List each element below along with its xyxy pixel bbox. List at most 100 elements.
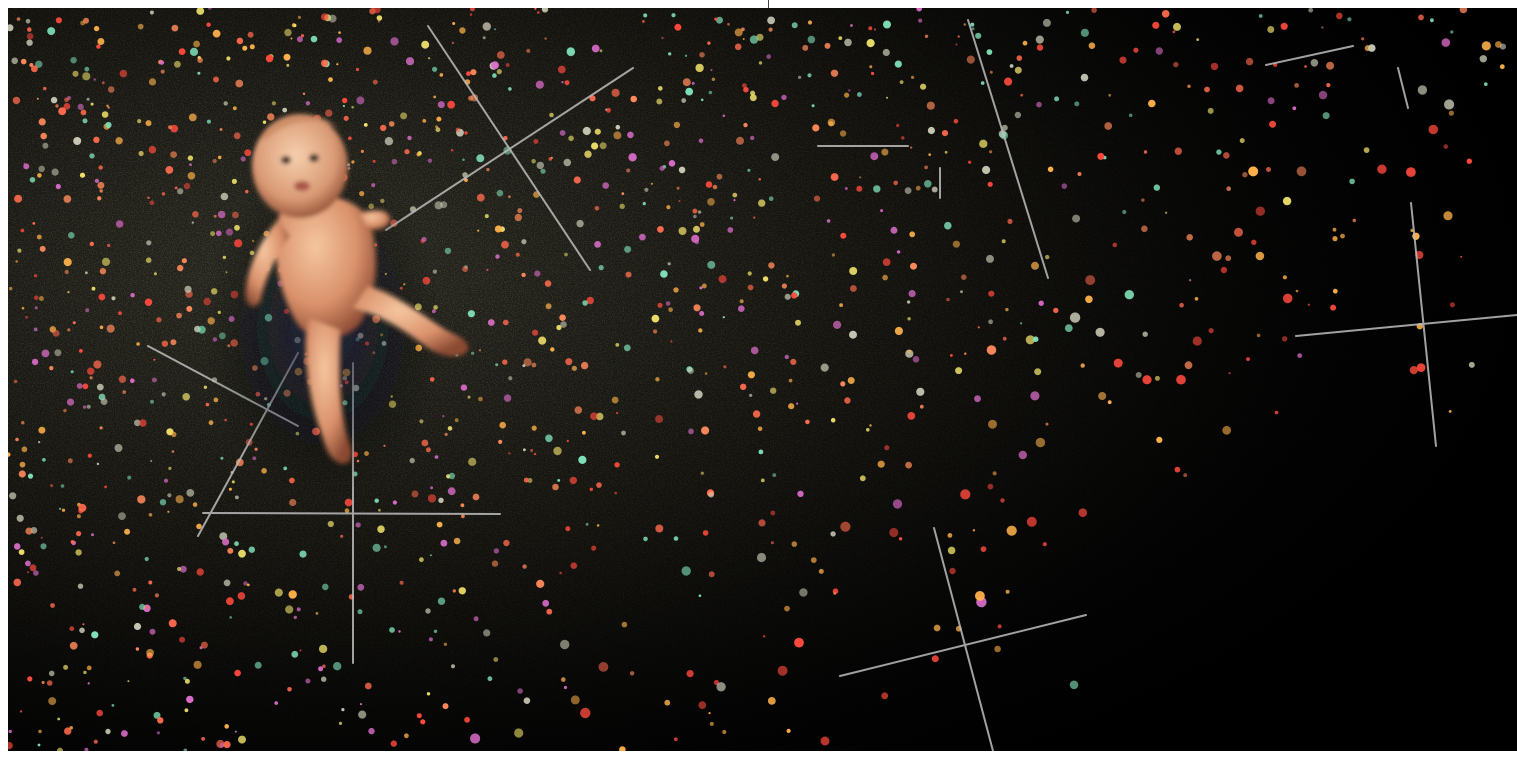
speckle [820,736,830,746]
speckle [1409,366,1418,375]
speckle [553,446,562,456]
speckle [433,95,437,99]
speckle [711,77,716,82]
speckle [86,665,92,671]
speckle [86,404,91,409]
speckle [674,23,682,31]
speckle [54,349,62,357]
speckle [699,222,705,227]
speckle [93,739,98,744]
speckle [1418,14,1424,21]
speckle [177,566,182,572]
speckle [245,189,249,194]
speckle [1239,138,1245,144]
speckle [8,452,11,457]
speckle [206,22,211,27]
speckle [1368,44,1376,52]
speckle [35,60,43,68]
speckle [357,583,365,591]
speckle [486,167,490,172]
speckle [167,493,172,498]
speckle [531,159,536,164]
speckle [226,56,231,61]
speckle [676,186,680,190]
speckle [469,13,473,16]
speckle [833,592,837,595]
speckle [1119,56,1127,64]
speckle [1173,61,1179,68]
speckle [1417,85,1428,95]
speckle [1460,255,1463,258]
speckle [31,65,38,73]
speckle [380,124,387,132]
speckle [1005,589,1010,594]
speckle [742,83,747,88]
speckle [122,390,126,394]
speckle [223,741,231,749]
speckle [534,8,537,10]
speckle [130,293,135,298]
speckle [1032,336,1039,343]
speckle [905,461,912,469]
speckle [666,205,671,210]
speckle [758,519,766,527]
speckle [707,198,715,206]
speckle [348,136,352,141]
speckle [894,60,902,68]
speckle [23,162,26,165]
speckle [87,367,95,375]
speckle [988,419,997,429]
speckle [857,92,862,97]
speckle [668,52,672,56]
speckle [1242,172,1248,178]
artwork-canvas [8,8,1517,751]
speckle [831,253,836,257]
speckle [48,670,55,677]
speckle [740,383,747,390]
speckle [223,101,228,106]
speckle [833,320,842,329]
speckle [197,71,201,75]
speckle [882,48,890,57]
speckle [1269,120,1277,128]
speckle [975,591,985,601]
speckle [530,449,534,452]
speckle [1204,86,1210,93]
speckle [153,272,157,276]
speckle [462,158,465,161]
speckle [650,182,654,185]
speckle [203,385,208,389]
speckle [82,72,91,81]
speckle [342,104,345,108]
speckle [1156,436,1163,443]
speckle [1267,97,1275,105]
speckle [1154,375,1160,381]
speckle [399,580,404,585]
speckle [357,609,363,615]
speckle [556,324,562,331]
speckle [37,173,42,178]
speckle [859,176,862,179]
speckle [13,578,22,587]
speckle [582,430,586,435]
speckle [300,34,305,38]
speckle [232,106,237,111]
speckle [470,69,477,76]
speckle [830,531,836,537]
speckle [61,508,66,512]
speckle [1258,14,1263,18]
speckle [419,557,424,563]
speckle [957,35,960,38]
speckle [1000,498,1005,503]
speckle [321,13,329,21]
speckle [1484,82,1488,86]
speckle [421,40,430,49]
speckle [561,677,566,682]
speckle [12,96,21,105]
speckle [499,421,507,429]
speckle [432,66,438,72]
speckle [1020,93,1024,97]
speckle [1208,328,1214,334]
speckle [594,128,601,135]
speckle [63,258,72,267]
